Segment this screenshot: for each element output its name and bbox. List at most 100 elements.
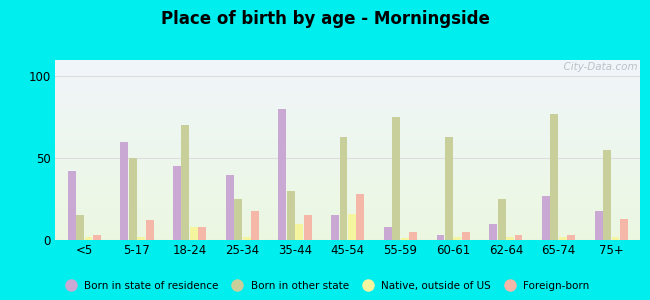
Bar [55,134,640,135]
Bar [55,111,640,112]
Legend: Born in state of residence, Born in other state, Native, outside of US, Foreign-: Born in state of residence, Born in othe… [56,277,594,295]
Bar [55,138,640,139]
Bar [55,114,640,115]
Bar [55,140,640,141]
Bar [55,121,640,122]
Bar [55,209,640,210]
Bar [55,82,640,83]
Bar [55,64,640,65]
Bar [55,79,640,80]
Bar [595,211,603,240]
Bar [55,161,640,162]
Bar [242,237,250,240]
Bar [55,234,640,235]
Bar [55,172,640,173]
Bar [55,122,640,123]
Bar [55,218,640,219]
Bar [55,229,640,230]
Bar [55,196,640,197]
Bar [55,208,640,209]
Bar [339,137,348,240]
Bar [55,128,640,129]
Bar [55,93,640,94]
Bar [129,158,136,240]
Bar [55,61,640,62]
Bar [55,97,640,98]
Bar [55,211,640,212]
Bar [55,159,640,160]
Bar [55,75,640,76]
Bar [462,232,470,240]
Bar [55,222,640,223]
Bar [55,153,640,154]
Bar [55,98,640,99]
Bar [55,132,640,133]
Bar [55,162,640,163]
Bar [55,176,640,177]
Bar [137,237,145,240]
Bar [55,110,640,111]
Bar [55,163,640,164]
Bar [55,192,640,193]
Bar [93,235,101,240]
Bar [55,186,640,187]
Bar [55,142,640,143]
Bar [55,116,640,117]
Bar [55,100,640,101]
Bar [146,220,153,240]
Bar [55,164,640,165]
Bar [55,70,640,71]
Bar [234,199,242,240]
Bar [198,227,206,240]
Bar [55,143,640,144]
Bar [55,231,640,232]
Bar [55,149,640,150]
Bar [55,160,640,161]
Bar [55,203,640,204]
Bar [55,67,640,68]
Bar [559,237,567,240]
Bar [55,83,640,84]
Bar [55,84,640,85]
Bar [55,147,640,148]
Bar [55,200,640,201]
Bar [55,178,640,179]
Bar [55,127,640,128]
Bar [55,125,640,126]
Bar [55,96,640,97]
Bar [603,150,611,240]
Bar [393,117,400,240]
Bar [384,227,392,240]
Bar [55,216,640,217]
Bar [55,152,640,153]
Bar [55,77,640,78]
Bar [55,99,640,100]
Bar [68,171,75,240]
Bar [55,155,640,156]
Bar [55,212,640,213]
Bar [55,154,640,155]
Bar [55,173,640,174]
Bar [55,210,640,211]
Bar [55,175,640,176]
Bar [498,199,506,240]
Bar [55,202,640,203]
Bar [55,232,640,233]
Bar [55,141,640,142]
Bar [489,224,497,240]
Bar [55,187,640,188]
Bar [55,60,640,61]
Bar [55,68,640,69]
Bar [55,118,640,119]
Bar [55,168,640,169]
Bar [278,109,287,240]
Bar [173,167,181,240]
Bar [55,170,640,171]
Bar [55,156,640,157]
Bar [445,137,453,240]
Bar [55,193,640,194]
Bar [55,204,640,205]
Bar [55,118,640,119]
Bar [55,180,640,181]
Bar [55,148,640,149]
